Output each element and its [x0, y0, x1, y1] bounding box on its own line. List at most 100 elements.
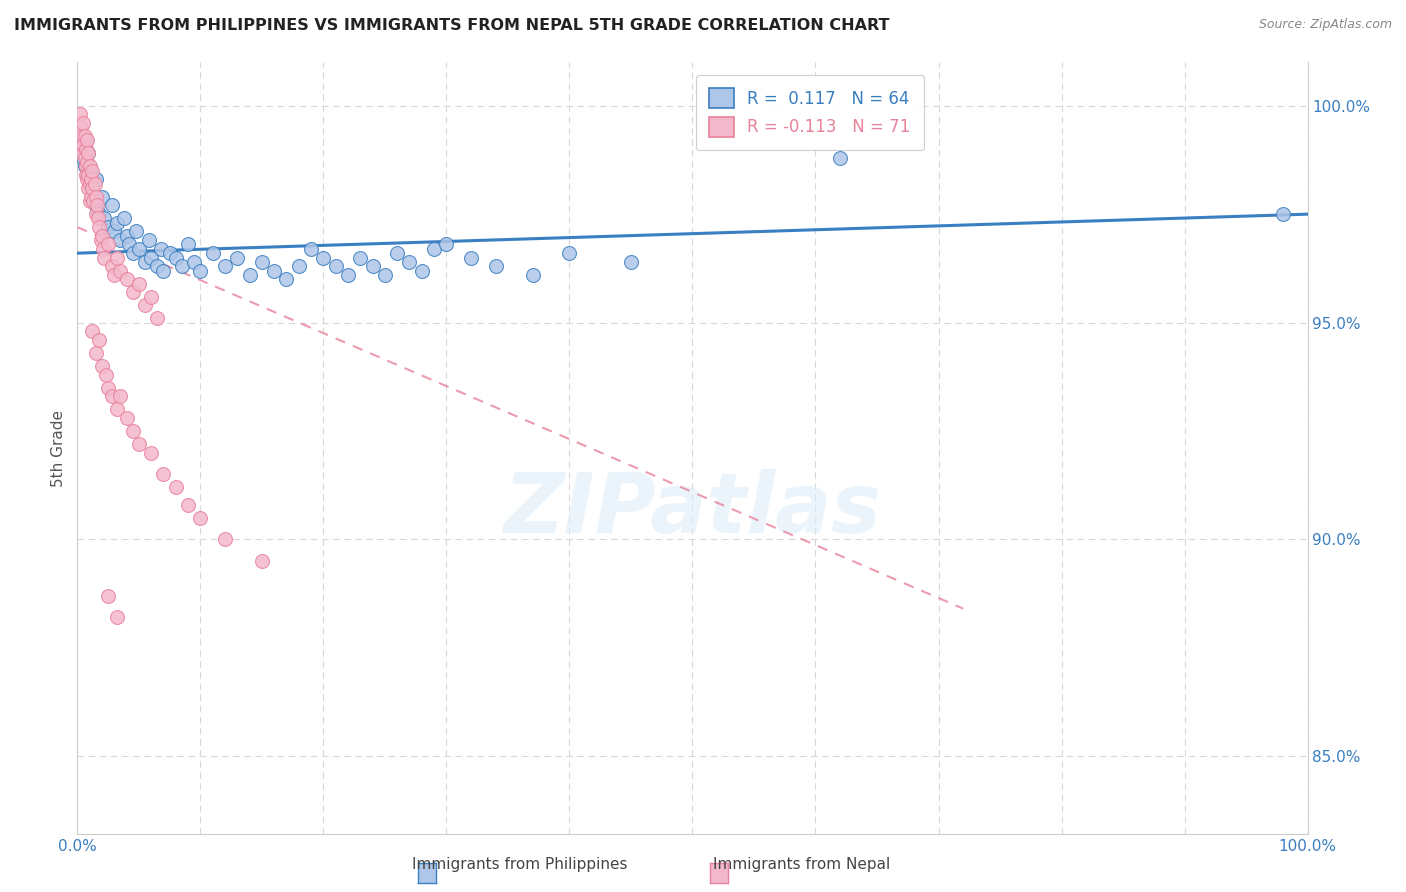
- Point: [620, 255, 643, 269]
- Point: [84, 346, 107, 360]
- Point: [82, 181, 104, 195]
- Point: [69, 107, 91, 121]
- Point: [87, 211, 110, 226]
- Point: [75, 142, 97, 156]
- Point: [558, 246, 581, 260]
- Point: [150, 242, 173, 256]
- Point: [460, 251, 482, 265]
- Text: ZIPatlas: ZIPatlas: [503, 469, 882, 550]
- Point: [103, 268, 125, 282]
- Point: [101, 198, 124, 212]
- Point: [134, 255, 156, 269]
- Point: [94, 368, 117, 382]
- Point: [82, 194, 104, 209]
- Point: [170, 259, 193, 273]
- Point: [84, 172, 107, 186]
- Point: [70, 137, 93, 152]
- Point: [103, 225, 125, 239]
- Point: [110, 389, 132, 403]
- Point: [312, 251, 335, 265]
- Point: [177, 498, 200, 512]
- Text: Source: ZipAtlas.com: Source: ZipAtlas.com: [1258, 18, 1392, 31]
- Point: [146, 259, 169, 273]
- Point: [214, 533, 236, 547]
- Point: [89, 207, 111, 221]
- Point: [79, 160, 101, 174]
- Point: [76, 133, 98, 147]
- Point: [70, 137, 93, 152]
- Point: [152, 263, 174, 277]
- Point: [250, 255, 273, 269]
- Point: [83, 177, 105, 191]
- Point: [77, 168, 100, 182]
- Point: [188, 263, 212, 277]
- Point: [165, 480, 187, 494]
- Point: [101, 389, 124, 403]
- Point: [423, 242, 446, 256]
- Point: [75, 160, 97, 174]
- Point: [112, 211, 135, 226]
- Point: [385, 246, 409, 260]
- Point: [97, 589, 120, 603]
- Point: [152, 467, 174, 482]
- Point: [97, 237, 120, 252]
- Point: [398, 255, 420, 269]
- Point: [82, 181, 104, 195]
- Point: [86, 202, 108, 217]
- Point: [146, 311, 169, 326]
- Point: [141, 445, 163, 459]
- Point: [70, 120, 93, 135]
- Point: [90, 190, 114, 204]
- Text: Immigrants from Nepal: Immigrants from Nepal: [713, 857, 890, 872]
- Point: [76, 168, 98, 182]
- Point: [91, 242, 114, 256]
- Point: [183, 255, 205, 269]
- Point: [128, 242, 150, 256]
- Point: [121, 424, 143, 438]
- Point: [82, 324, 104, 338]
- Point: [522, 268, 544, 282]
- Point: [134, 298, 156, 312]
- Point: [276, 272, 298, 286]
- Point: [73, 151, 96, 165]
- Point: [226, 251, 249, 265]
- Point: [72, 116, 94, 130]
- Point: [239, 268, 262, 282]
- Point: [79, 194, 101, 209]
- Point: [93, 211, 115, 226]
- Point: [73, 129, 96, 144]
- Point: [115, 410, 138, 425]
- Point: [138, 233, 160, 247]
- Point: [76, 155, 98, 169]
- Point: [72, 137, 94, 152]
- Point: [101, 259, 124, 273]
- Text: Immigrants from Philippines: Immigrants from Philippines: [412, 857, 628, 872]
- Point: [349, 251, 371, 265]
- Point: [361, 259, 384, 273]
- Point: [86, 198, 108, 212]
- Point: [97, 380, 120, 394]
- Point: [121, 246, 143, 260]
- Point: [485, 259, 508, 273]
- Point: [125, 225, 148, 239]
- Y-axis label: 5th Grade: 5th Grade: [51, 409, 66, 487]
- Point: [89, 333, 111, 347]
- Point: [299, 242, 322, 256]
- Point: [79, 163, 101, 178]
- Point: [118, 237, 141, 252]
- Point: [105, 251, 128, 265]
- Point: [105, 402, 128, 417]
- Point: [830, 151, 852, 165]
- Point: [76, 172, 98, 186]
- Point: [79, 177, 101, 191]
- Point: [105, 610, 128, 624]
- Point: [73, 160, 96, 174]
- Point: [90, 228, 114, 243]
- Point: [75, 168, 97, 182]
- Point: [201, 246, 224, 260]
- Point: [337, 268, 360, 282]
- Point: [110, 263, 132, 277]
- Point: [77, 146, 100, 161]
- Text: IMMIGRANTS FROM PHILIPPINES VS IMMIGRANTS FROM NEPAL 5TH GRADE CORRELATION CHART: IMMIGRANTS FROM PHILIPPINES VS IMMIGRANT…: [14, 18, 890, 33]
- Point: [82, 163, 104, 178]
